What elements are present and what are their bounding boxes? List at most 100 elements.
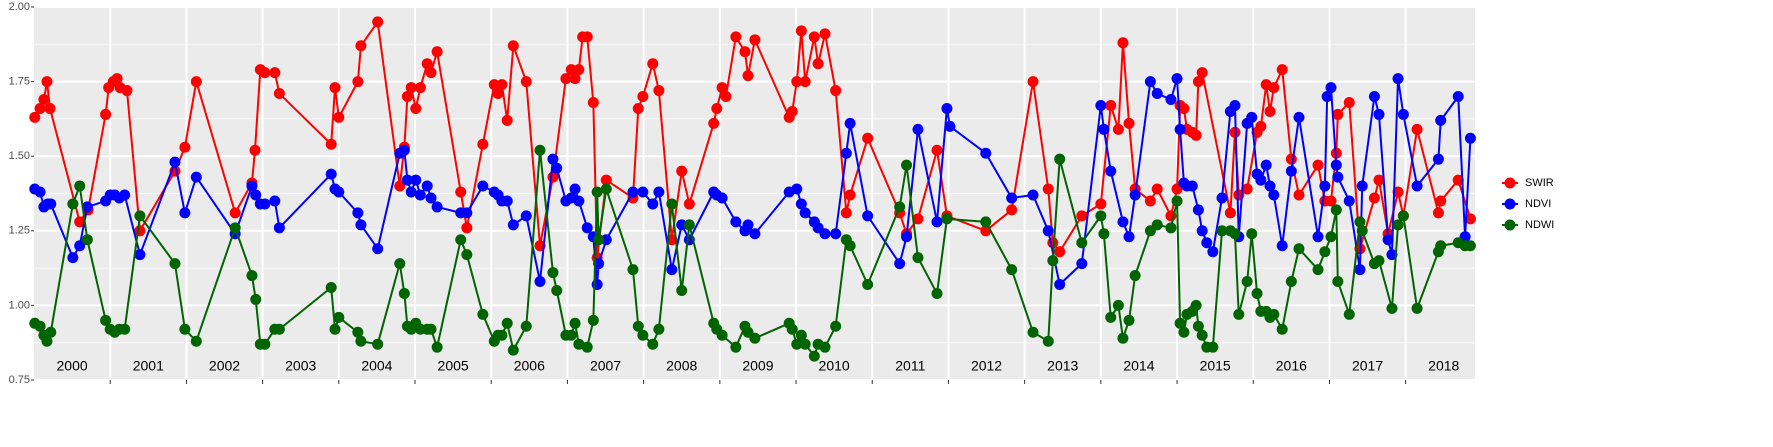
data-point <box>352 207 364 219</box>
year-label: 2018 <box>1428 358 1459 374</box>
data-point <box>1190 129 1202 141</box>
data-point <box>325 281 337 293</box>
data-point <box>573 338 585 350</box>
data-point <box>269 67 281 79</box>
data-point <box>647 58 659 70</box>
data-point <box>808 31 820 43</box>
data-point <box>1098 123 1110 135</box>
data-point <box>398 287 410 299</box>
data-point <box>41 335 53 347</box>
data-point <box>676 219 688 231</box>
data-point <box>1042 225 1054 237</box>
data-point <box>980 216 992 228</box>
data-point <box>1368 91 1380 103</box>
data-point <box>81 201 93 213</box>
data-point <box>1268 189 1280 201</box>
data-point <box>1343 96 1355 108</box>
data-point <box>791 183 803 195</box>
data-point <box>1117 37 1129 49</box>
year-label: 2008 <box>666 358 697 374</box>
data-point <box>1264 180 1276 192</box>
data-point <box>1392 73 1404 85</box>
data-point <box>795 329 807 341</box>
data-point <box>808 350 820 362</box>
data-point <box>1293 243 1305 255</box>
data-point <box>1356 225 1368 237</box>
year-label: 2004 <box>361 358 392 374</box>
year-label: 2014 <box>1123 358 1154 374</box>
data-point <box>1190 299 1202 311</box>
data-point <box>405 82 417 94</box>
data-point <box>1255 120 1267 132</box>
data-point <box>250 293 262 305</box>
data-point <box>1192 320 1204 332</box>
data-point <box>830 228 842 240</box>
data-point <box>520 210 532 222</box>
data-point <box>1105 165 1117 177</box>
data-point <box>1464 132 1476 144</box>
data-point <box>496 329 508 341</box>
data-point <box>352 76 364 88</box>
data-point <box>492 88 504 100</box>
year-label: 2007 <box>590 358 621 374</box>
data-point <box>1151 88 1163 100</box>
data-point <box>600 174 612 186</box>
data-point <box>1207 341 1219 353</box>
data-point <box>862 210 874 222</box>
data-point <box>1095 198 1107 210</box>
data-point <box>1285 165 1297 177</box>
data-point <box>246 180 258 192</box>
data-point <box>455 234 467 246</box>
data-point <box>1343 308 1355 320</box>
data-point <box>1392 186 1404 198</box>
data-point <box>941 213 953 225</box>
data-point <box>819 341 831 353</box>
data-point <box>730 216 742 228</box>
data-point <box>425 192 437 204</box>
data-point <box>711 102 723 114</box>
data-point <box>1129 189 1141 201</box>
legend-marker <box>1504 219 1516 231</box>
data-point <box>134 210 146 222</box>
data-point <box>600 234 612 246</box>
data-point <box>1452 174 1464 186</box>
data-point <box>944 120 956 132</box>
data-point <box>398 144 410 156</box>
data-point <box>547 153 559 165</box>
data-point <box>1392 219 1404 231</box>
data-point <box>565 329 577 341</box>
data-point <box>812 58 824 70</box>
data-point <box>799 338 811 350</box>
data-point <box>455 186 467 198</box>
data-point <box>819 28 831 40</box>
data-point <box>401 91 413 103</box>
data-point <box>1343 195 1355 207</box>
data-point <box>1325 231 1337 243</box>
data-point <box>980 147 992 159</box>
data-point <box>34 186 46 198</box>
data-point <box>501 195 513 207</box>
data-point <box>45 326 57 338</box>
data-point <box>425 67 437 79</box>
data-point <box>840 207 852 219</box>
data-point <box>1251 287 1263 299</box>
data-point <box>501 114 513 126</box>
data-point <box>372 338 384 350</box>
data-point <box>44 102 56 114</box>
data-point <box>45 198 57 210</box>
data-point <box>179 323 191 335</box>
data-point <box>1144 195 1156 207</box>
data-point <box>1171 195 1183 207</box>
data-point <box>901 159 913 171</box>
year-label: 2001 <box>133 358 164 374</box>
data-point <box>600 183 612 195</box>
data-point <box>573 195 585 207</box>
data-point <box>1373 174 1385 186</box>
data-point <box>1260 159 1272 171</box>
data-point <box>229 222 241 234</box>
data-point <box>1255 174 1267 186</box>
data-point <box>742 219 754 231</box>
data-point <box>1006 264 1018 276</box>
data-point <box>1319 180 1331 192</box>
data-point <box>862 132 874 144</box>
